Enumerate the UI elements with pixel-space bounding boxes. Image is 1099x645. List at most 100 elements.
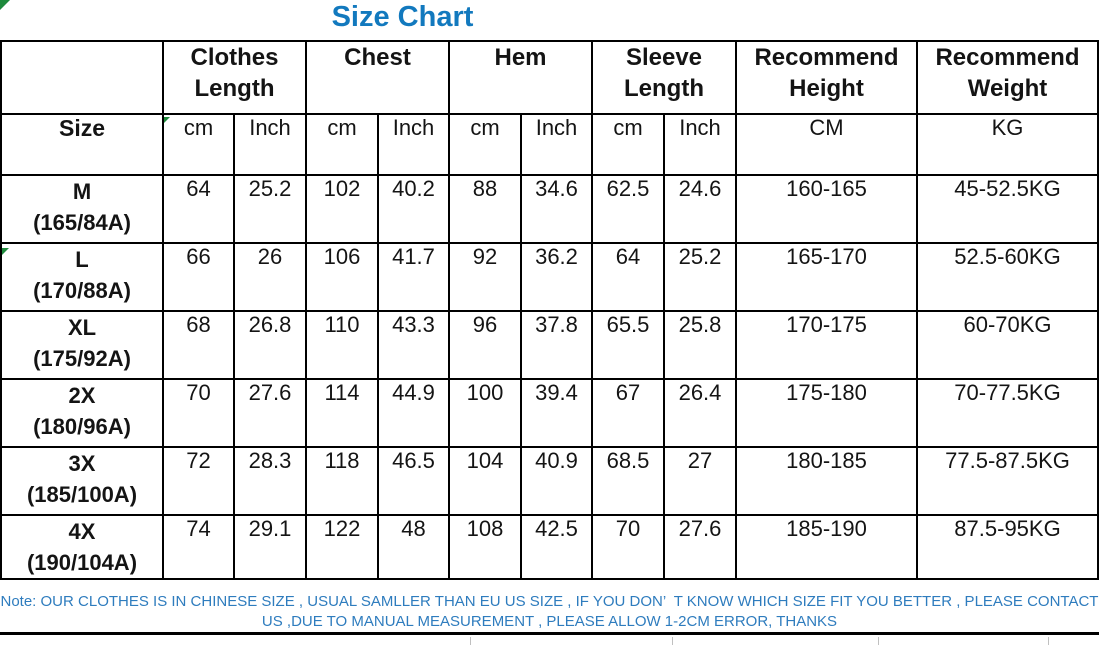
value-cell: 104 bbox=[448, 446, 522, 516]
value-cell: 87.5-95KG bbox=[916, 514, 1099, 580]
value-cell: 28.3 bbox=[233, 446, 307, 516]
grid-stub-line bbox=[878, 637, 879, 645]
value-cell: 102 bbox=[305, 174, 379, 244]
size-cell: L (170/88A) bbox=[0, 242, 164, 312]
value-cell: 74 bbox=[162, 514, 235, 580]
unit-column-header: Inch bbox=[377, 113, 450, 176]
size-cell: 3X (185/100A) bbox=[0, 446, 164, 516]
value-cell: 70 bbox=[591, 514, 665, 580]
size-note-line1: Note: OUR CLOTHES IS IN CHINESE SIZE , U… bbox=[0, 593, 1099, 610]
group-header-cell: Hem bbox=[448, 40, 593, 115]
value-cell: 24.6 bbox=[663, 174, 737, 244]
group-header-row: Clothes Length Chest Hem Sleeve Length Recom… bbox=[0, 40, 1099, 115]
value-cell: 25.2 bbox=[663, 242, 737, 312]
value-cell: 106 bbox=[305, 242, 379, 312]
value-cell: 60-70KG bbox=[916, 310, 1099, 380]
value-cell: 34.6 bbox=[520, 174, 593, 244]
value-cell: 110 bbox=[305, 310, 379, 380]
size-spec: (180/96A) bbox=[33, 414, 131, 439]
value-cell: 27.6 bbox=[663, 514, 737, 580]
value-cell: 88 bbox=[448, 174, 522, 244]
value-cell: 36.2 bbox=[520, 242, 593, 312]
value-cell: 39.4 bbox=[520, 378, 593, 448]
value-cell: 92 bbox=[448, 242, 522, 312]
size-spec: (165/84A) bbox=[33, 210, 131, 235]
value-cell: 100 bbox=[448, 378, 522, 448]
unit-column-header: Inch bbox=[520, 113, 593, 176]
value-cell: 170-175 bbox=[735, 310, 918, 380]
size-label: 2X bbox=[68, 383, 96, 408]
size-label: 4X bbox=[68, 519, 96, 544]
grid-stub-line bbox=[672, 637, 673, 645]
size-label: M bbox=[72, 179, 92, 204]
group-header-cell: Recommend Weight bbox=[916, 40, 1099, 115]
table-row: 2X (180/96A) 70 27.6 114 44.9 100 39.4 67 26.4 175… bbox=[0, 378, 1099, 448]
value-cell: 175-180 bbox=[735, 378, 918, 448]
value-cell: 67 bbox=[591, 378, 665, 448]
value-cell: 25.8 bbox=[663, 310, 737, 380]
table-row: 3X (185/100A) 72 28.3 118 46.5 104 40.9 68.5 27 18… bbox=[0, 446, 1099, 516]
value-cell: 26 bbox=[233, 242, 307, 312]
value-cell: 27.6 bbox=[233, 378, 307, 448]
unit-column-header: cm bbox=[448, 113, 522, 176]
value-cell: 64 bbox=[591, 242, 665, 312]
value-cell: 114 bbox=[305, 378, 379, 448]
value-cell: 44.9 bbox=[377, 378, 450, 448]
grid-stub-line bbox=[470, 637, 471, 645]
unit-column-header: CM bbox=[735, 113, 918, 176]
size-spec: (190/104A) bbox=[26, 550, 138, 575]
value-cell: 68.5 bbox=[591, 446, 665, 516]
value-cell: 160-165 bbox=[735, 174, 918, 244]
value-cell: 165-170 bbox=[735, 242, 918, 312]
corner-cell bbox=[0, 40, 164, 115]
value-cell: 26.4 bbox=[663, 378, 737, 448]
size-label: XL bbox=[67, 315, 97, 340]
bottom-divider bbox=[0, 632, 1099, 635]
value-cell: 46.5 bbox=[377, 446, 450, 516]
size-label: 3X bbox=[68, 451, 96, 476]
value-cell: 37.8 bbox=[520, 310, 593, 380]
value-cell: 122 bbox=[305, 514, 379, 580]
group-header-cell: Chest bbox=[305, 40, 450, 115]
value-cell: 185-190 bbox=[735, 514, 918, 580]
value-cell: 26.8 bbox=[233, 310, 307, 380]
size-chart-table: Clothes Length Chest Hem Sleeve Length Recom… bbox=[0, 40, 1099, 580]
value-cell: 70 bbox=[162, 378, 235, 448]
value-cell: 48 bbox=[377, 514, 450, 580]
value-cell: 65.5 bbox=[591, 310, 665, 380]
column-header-row: Size cm Inch cm Inch cm Inch cm Inch CM KG bbox=[0, 113, 1099, 176]
size-column-header: Size bbox=[0, 113, 164, 176]
value-cell: 62.5 bbox=[591, 174, 665, 244]
unit-column-header: cm bbox=[162, 113, 235, 176]
value-cell: 68 bbox=[162, 310, 235, 380]
table-row: M (165/84A) 64 25.2 102 40.2 88 34.6 62.5 24.6 160… bbox=[0, 174, 1099, 244]
value-cell: 108 bbox=[448, 514, 522, 580]
size-spec: (170/88A) bbox=[33, 278, 131, 303]
value-cell: 64 bbox=[162, 174, 235, 244]
unit-column-header: KG bbox=[916, 113, 1099, 176]
value-cell: 118 bbox=[305, 446, 379, 516]
table-row: 4X (190/104A) 74 29.1 122 48 108 42.5 70 27.6 185-… bbox=[0, 514, 1099, 580]
table-row: L (170/88A) 66 26 106 41.7 92 36.2 64 25.2 165-170… bbox=[0, 242, 1099, 312]
value-cell: 70-77.5KG bbox=[916, 378, 1099, 448]
value-cell: 45-52.5KG bbox=[916, 174, 1099, 244]
value-cell: 66 bbox=[162, 242, 235, 312]
size-cell: M (165/84A) bbox=[0, 174, 164, 244]
value-cell: 72 bbox=[162, 446, 235, 516]
size-note-line2: US ,DUE TO MANUAL MEASUREMENT , PLEASE A… bbox=[261, 613, 838, 630]
value-cell: 41.7 bbox=[377, 242, 450, 312]
value-cell: 40.9 bbox=[520, 446, 593, 516]
value-cell: 42.5 bbox=[520, 514, 593, 580]
value-cell: 29.1 bbox=[233, 514, 307, 580]
value-cell: 96 bbox=[448, 310, 522, 380]
value-cell: 52.5-60KG bbox=[916, 242, 1099, 312]
unit-column-header: cm bbox=[305, 113, 379, 176]
group-header-cell: Clothes Length bbox=[162, 40, 307, 115]
value-cell: 77.5-87.5KG bbox=[916, 446, 1099, 516]
size-label: L bbox=[75, 247, 89, 272]
size-cell: XL (175/92A) bbox=[0, 310, 164, 380]
value-cell: 27 bbox=[663, 446, 737, 516]
size-spec: (175/92A) bbox=[33, 346, 131, 371]
unit-column-header: cm bbox=[591, 113, 665, 176]
